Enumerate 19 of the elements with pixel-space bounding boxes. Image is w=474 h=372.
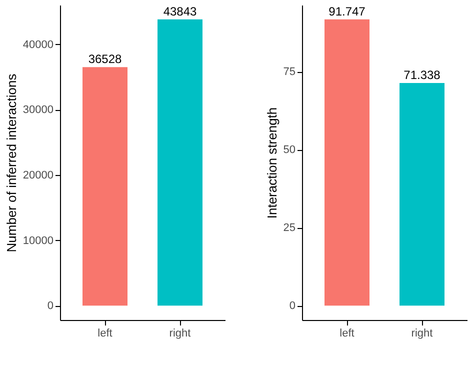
x-tick-label: left [98, 328, 112, 340]
data-label: 91.747 [328, 4, 366, 18]
y-tick-label: 30000 [22, 104, 54, 116]
y-tick-label: 75 [283, 66, 296, 78]
y-axis-title: Number of inferred interactions [4, 73, 19, 252]
x-tick-label: right [411, 328, 433, 340]
y-tick-label: 0 [289, 300, 296, 312]
y-tick-label: 20000 [22, 170, 54, 182]
y-tick-label: 40000 [22, 38, 54, 51]
y-tick-label: 50 [283, 144, 296, 156]
data-label: 71.338 [404, 68, 441, 82]
y-tick-label: 25 [283, 222, 296, 234]
y-tick-label: 10000 [22, 234, 54, 247]
y-axis-title: Interaction strength [264, 107, 280, 219]
data-label: 43843 [163, 4, 198, 18]
data-label: 36528 [88, 52, 122, 66]
x-tick-label: right [169, 328, 191, 340]
y-tick-label: 0 [47, 300, 54, 312]
x-tick-label: left [340, 328, 354, 340]
